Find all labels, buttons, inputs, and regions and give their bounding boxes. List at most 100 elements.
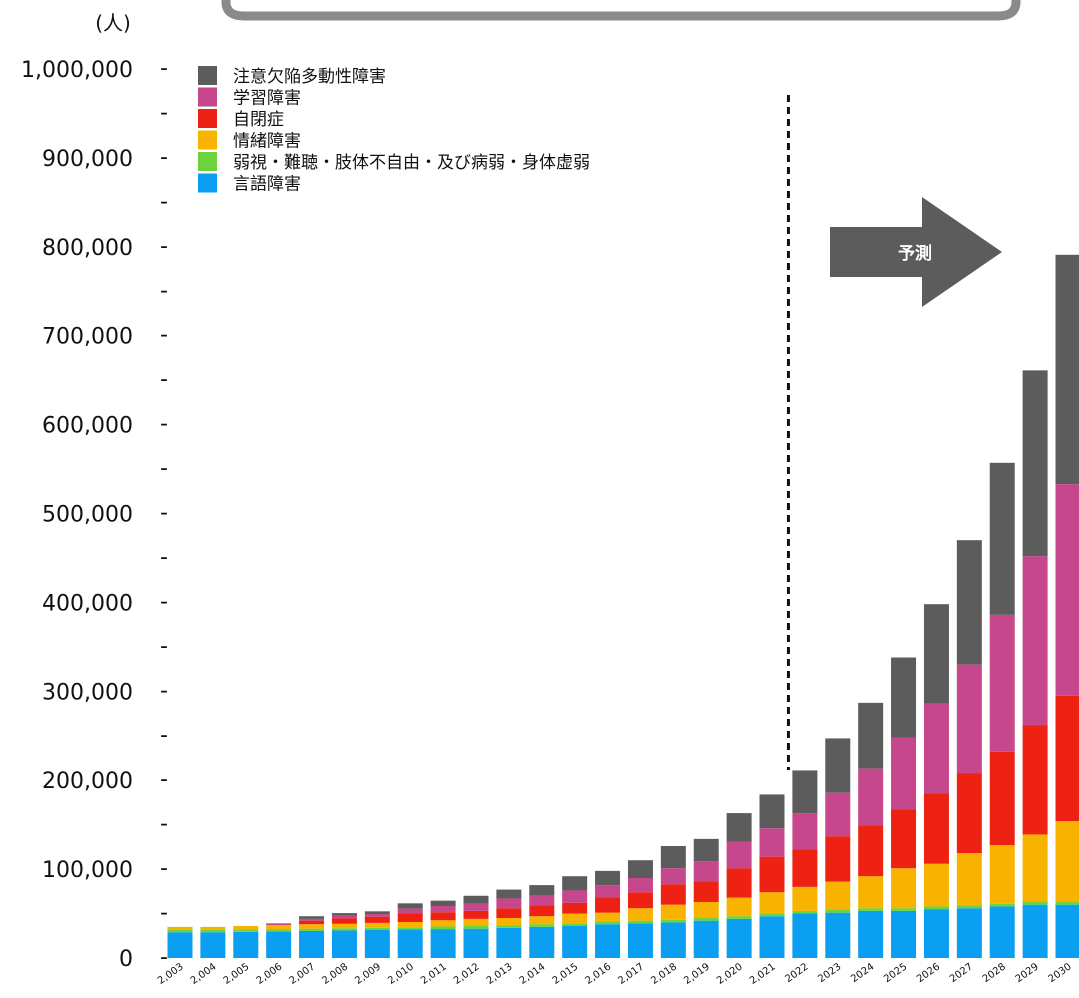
bar-segment — [956, 540, 982, 665]
bar-segment — [200, 929, 226, 933]
y-tick-marker: - — [160, 678, 168, 703]
bar-segment — [923, 604, 949, 704]
bar-segment — [759, 892, 785, 914]
bar-segment — [825, 836, 851, 882]
bar-segment — [891, 868, 917, 909]
bar-segment — [989, 751, 1015, 846]
bar-segment — [364, 927, 390, 930]
bar-segment — [266, 925, 292, 930]
bar-segment — [430, 920, 456, 927]
bar-segment — [529, 926, 555, 958]
y-tick-marker: - — [160, 856, 168, 881]
bar-segment — [759, 828, 785, 857]
bar-segment — [1022, 556, 1048, 726]
bar-segment — [496, 889, 522, 899]
bar-segment — [792, 910, 818, 914]
bar-segment — [529, 905, 555, 917]
y-minor-marker: - — [160, 812, 168, 837]
y-minor-marker: - — [160, 278, 168, 303]
y-tick-marker: - — [160, 767, 168, 792]
y-tick-label: 300,000 — [42, 680, 133, 705]
bar-segment — [759, 794, 785, 829]
bar-segment — [463, 910, 489, 919]
bar-segment — [233, 929, 259, 932]
bar-segment — [1055, 254, 1079, 485]
bar-segment — [923, 906, 949, 910]
legend-label: 弱視・難聴・肢体不自由・及び病弱・身体虚弱 — [233, 153, 590, 173]
bar-segment — [726, 897, 752, 917]
y-minor-marker: - — [160, 367, 168, 392]
bar-segment — [660, 868, 686, 885]
x-tick-label: 2,004 — [189, 961, 219, 986]
bar-segment — [595, 912, 621, 922]
x-tick-label: 2024 — [849, 961, 876, 985]
bar-segment — [200, 932, 226, 958]
bar-segment — [430, 929, 456, 958]
x-tick-label: 2,020 — [715, 961, 745, 986]
y-minor-marker: - — [160, 456, 168, 481]
bar-segment — [660, 845, 686, 869]
bar-segment — [923, 909, 949, 958]
x-tick-label: 2,008 — [320, 961, 350, 986]
y-tick-label: 800,000 — [42, 236, 133, 261]
bar-segment — [627, 892, 653, 909]
bar-segment — [233, 931, 259, 958]
bar-segment — [956, 908, 982, 958]
bar-segment — [989, 906, 1015, 958]
y-tick-marker: - — [160, 945, 168, 970]
forecast-arrow: 予測 — [830, 197, 1002, 307]
legend-label: 注意欠陥多動性障害 — [233, 67, 386, 87]
bar-segment — [891, 657, 917, 738]
bar-segment — [1055, 695, 1079, 822]
x-tick-label: 2,018 — [649, 961, 679, 986]
bar-segment — [364, 916, 390, 923]
bar-segment — [1055, 904, 1079, 958]
bar-segment — [891, 910, 917, 958]
x-axis: 2,003 2,004 2,005 2,006 2,007 2,008 2,009 2,010… — [156, 961, 1074, 986]
bar-segment — [693, 838, 719, 862]
y-tick-label: 700,000 — [42, 325, 133, 350]
bar-segment — [364, 922, 390, 928]
bar-segment — [299, 924, 325, 929]
bar-segment — [726, 868, 752, 898]
bar-segment — [759, 856, 785, 893]
x-tick-label: 2026 — [915, 961, 942, 985]
bar-segment — [858, 825, 884, 877]
bar-segment — [989, 903, 1015, 907]
legend-label: 言語障害 — [233, 175, 301, 195]
x-tick-label: 2,019 — [682, 961, 712, 986]
bar-segment — [562, 925, 588, 958]
bar-segment — [562, 923, 588, 926]
bar-segment — [627, 908, 653, 921]
bar-segment — [430, 912, 456, 921]
bar-segment — [364, 929, 390, 958]
bar-segment — [792, 913, 818, 958]
bar-segment — [331, 930, 357, 958]
y-tick-label: 100,000 — [42, 858, 133, 883]
bar-segment — [627, 923, 653, 958]
bar-segment — [956, 773, 982, 854]
y-tick-marker: - — [160, 234, 168, 259]
bar-segment — [1022, 834, 1048, 902]
bar-segment — [825, 909, 851, 913]
y-minor-marker: - — [160, 723, 168, 748]
x-tick-label: 2,014 — [518, 961, 548, 986]
bar-segment — [266, 923, 292, 926]
bar-segment — [529, 924, 555, 927]
bar-segment — [956, 664, 982, 774]
forecast-label: 予測 — [898, 243, 932, 264]
y-tick-marker: - — [160, 323, 168, 348]
bar-segment — [1022, 370, 1048, 557]
bar-segment — [660, 919, 686, 923]
y-tick-label: 400,000 — [42, 591, 133, 616]
bar-segment — [759, 916, 785, 958]
bar-segment — [331, 918, 357, 924]
bar-segment — [660, 884, 686, 905]
bar-segment — [1022, 725, 1048, 835]
bar-segment — [299, 918, 325, 921]
bar-segment — [956, 853, 982, 906]
x-tick-label: 2,012 — [452, 961, 482, 986]
bar-segment — [562, 876, 588, 891]
bar-segment — [693, 901, 719, 918]
bar-segment — [397, 903, 423, 909]
